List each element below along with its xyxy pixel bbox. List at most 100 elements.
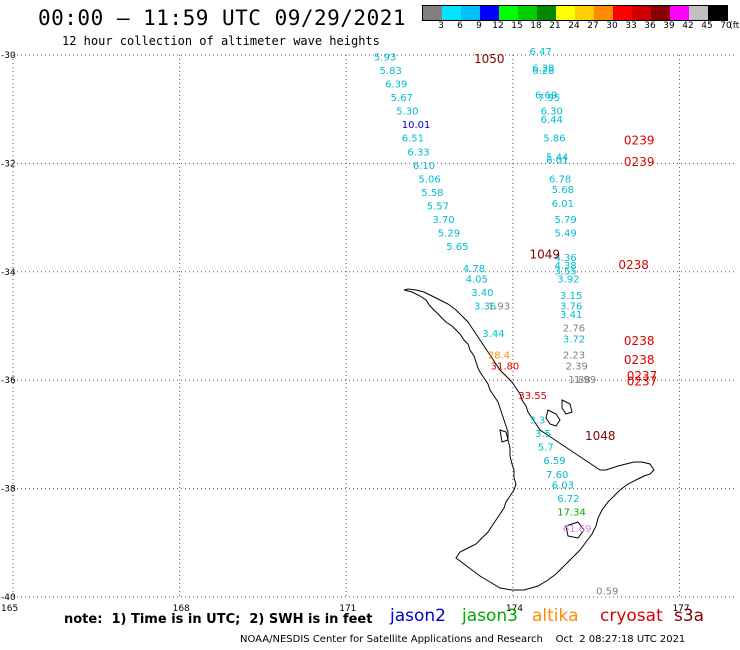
wave-height-label-jason3: 3.44 (482, 329, 504, 340)
y-tick-label: -40 (1, 593, 16, 603)
colorbar-swatch (442, 6, 461, 20)
wave-height-label-gray: 0.59 (596, 586, 618, 597)
colorbar-swatch (518, 6, 537, 20)
wave-height-label-cryosat: 0239 (624, 133, 655, 147)
wave-height-label-jason3: 5.86 (543, 134, 565, 145)
colorbar-swatch (594, 6, 613, 20)
wave-height-label-s3a: 1048 (585, 429, 616, 443)
wave-height-label-jason3: 5.30 (396, 107, 418, 118)
wave-height-label-cryosat: 0237 (627, 375, 658, 389)
wave-height-label-jason3: 5.06 (418, 174, 440, 185)
wave-height-label-jason3: 6.28 (532, 63, 554, 74)
wave-height-label-cryosat: 0238 (624, 334, 655, 348)
wave-height-label-jason3: 7.60 (546, 470, 568, 481)
coastline (403, 288, 655, 591)
x-tick-label: 177 (672, 604, 689, 614)
colorbar-swatch (670, 6, 689, 20)
wave-height-label-jason3: 5.93 (374, 52, 396, 63)
wave-height-label-jason3: 5.83 (380, 66, 402, 77)
wave-height-label-jason3: 6.59 (543, 456, 565, 467)
x-tick-label: 165 (1, 604, 18, 614)
data-labels: 5.93 5.83 6.39 5.67 5.30 6.51 6.33 6.10 5.06 5.58… (374, 47, 657, 597)
wave-height-label-jason3: 7.95 (538, 93, 560, 104)
wave-height-label-altika: 28.4 (488, 351, 510, 362)
colorbar-tick-label: 12 (492, 21, 504, 31)
wave-height-label-jason3: 6.51 (402, 134, 424, 145)
wave-height-label-cryosat: 0238 (618, 258, 649, 272)
colorbar-swatch (632, 6, 651, 20)
colorbar-swatch (613, 6, 632, 20)
wave-height-label-jason3: 3.55 (555, 267, 577, 278)
y-tick-label: -32 (1, 159, 16, 169)
wave-height-label-s3a: 1050 (474, 52, 505, 66)
island-small-2 (561, 399, 573, 415)
footnote: note: 1) Time is in UTC; 2) SWH is in fe… (64, 612, 373, 627)
wave-height-label-gray: 2.39 (566, 361, 588, 372)
colorbar-tick-label: 3 (438, 21, 444, 31)
wave-height-label-gray: 1.93 (488, 302, 510, 313)
colorbar-tick-label: 21 (549, 21, 561, 31)
wave-height-label-gray: 1.88 (568, 375, 590, 386)
colorbar-swatch (537, 6, 556, 20)
colorbar-swatch (575, 6, 594, 20)
wave-height-label-cryosat: 0238 (624, 353, 655, 367)
wave-height-label-jason3: 3.41 (560, 310, 582, 321)
wave-height-label-jason3: 3.72 (563, 334, 585, 345)
colorbar-tick-label: 36 (644, 21, 656, 31)
wave-height-label-jason3: 6.30 (541, 107, 563, 118)
wave-height-label-jason3: 3.15 (560, 291, 582, 302)
wave-height-label-jason3: 6.44 (541, 115, 563, 126)
colorbar-swatch (461, 6, 480, 20)
legend-jason3: jason3 (462, 606, 518, 626)
wave-height-label-gray: 1.99 (574, 375, 596, 386)
wave-height-label-jason3: 6.01 (546, 155, 568, 166)
colorbar-tick-label: 9 (476, 21, 482, 31)
colorbar-tick-label: 24 (568, 21, 580, 31)
wave-height-label-jason3: 6.01 (552, 199, 574, 210)
wave-height-label-jason3: 5.49 (555, 229, 577, 240)
legend-s3a: s3a (674, 606, 705, 626)
wave-height-label-jason3: 4.38 (555, 261, 577, 272)
wave-height-label-jason2: 10.01 (402, 120, 431, 131)
y-tick-label: -30 (1, 51, 16, 61)
x-tick-label: 174 (506, 604, 523, 614)
wave-height-label-cryosat: 0239 (624, 155, 655, 169)
wave-height-label-green: 17.34 (557, 508, 586, 519)
wave-height-label-cryosat: 33.55 (518, 391, 547, 402)
colorbar-swatch (689, 6, 708, 20)
wave-height-label-jason3: 5.67 (391, 93, 413, 104)
colorbar (422, 5, 728, 21)
wave-height-label-jason3: 5.58 (421, 188, 443, 199)
wave-height-label-jason3: 5.65 (446, 242, 468, 253)
wave-height-label-jason3: 5.44 (546, 153, 568, 164)
page-title: 00:00 – 11:59 UTC 09/29/2021 (38, 6, 407, 30)
wave-height-label-jason3: 6.03 (552, 481, 574, 492)
wave-height-label-jason3: 5.79 (555, 215, 577, 226)
colorbar-tick-label: 42 (682, 21, 694, 31)
wave-height-label-jason3: 6.78 (549, 174, 571, 185)
wave-height-label-jason3: 4.78 (463, 264, 485, 275)
colorbar-tick-label: 33 (625, 21, 637, 31)
legend-jason2: jason2 (390, 606, 446, 626)
x-tick-label: 168 (173, 604, 190, 614)
wave-height-label-jason3: 3.5 (535, 429, 551, 440)
plot-grid (12, 54, 735, 598)
wave-height-label-jason3: 5.29 (438, 229, 460, 240)
wave-height-label-gray: 2.23 (563, 351, 585, 362)
wave-height-label-jason3: 4.36 (555, 253, 577, 264)
wave-height-label-jason3: 3.76 (560, 302, 582, 313)
colorbar-swatch (480, 6, 499, 20)
wave-height-label-cryosat: 31.80 (491, 361, 520, 372)
wave-height-label-jason3: 3.40 (471, 288, 493, 299)
credit-line: NOAA/NESDIS Center for Satellite Applica… (240, 634, 686, 645)
island-small-4 (499, 429, 509, 443)
wave-height-label-jason3: 3.36 (474, 302, 496, 313)
colorbar-tick-label: 27 (587, 21, 599, 31)
wave-height-label-jason3: 3.70 (432, 215, 454, 226)
island-small-1 (545, 409, 561, 427)
wave-height-label-jason3: 3.92 (557, 275, 579, 286)
wave-height-label-jason3: 5.7 (538, 443, 554, 454)
wave-height-label-jason3: 6.33 (407, 147, 429, 158)
colorbar-tick-label: 70 (720, 21, 732, 31)
